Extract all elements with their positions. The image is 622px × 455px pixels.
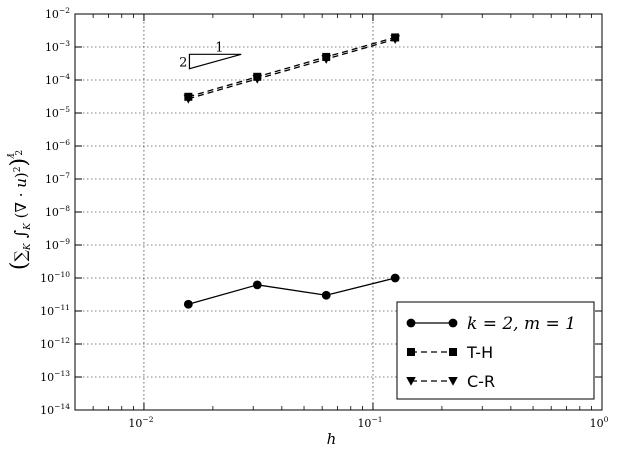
marker-triangle-down <box>183 94 194 104</box>
legend-box <box>396 301 595 400</box>
marker-circle <box>183 299 193 309</box>
x-tick-label: 10−1 <box>357 415 382 430</box>
x-tick-label: 10−2 <box>128 415 153 430</box>
tick-marks <box>74 13 603 411</box>
y-tick-label: 10−2 <box>45 6 70 21</box>
legend-item: T-H <box>407 343 493 362</box>
series-triangle-down <box>183 35 400 104</box>
slope-run-label: 1 <box>215 40 223 55</box>
y-axis-label-text: (∑K ∫K (∇ · u)2)1⁄2 <box>7 150 33 270</box>
y-tick-label: 10−11 <box>40 303 70 318</box>
y-tick-label: 10−13 <box>40 369 70 384</box>
marker-circle <box>406 318 416 328</box>
y-tick-label: 10−6 <box>45 138 70 153</box>
y-tick-label: 10−14 <box>40 402 70 417</box>
legend: k = 2, m = 1 T-H C-R <box>396 301 595 400</box>
marker-circle <box>321 290 331 300</box>
series-line <box>188 38 396 100</box>
marker-triangle-down <box>321 55 332 64</box>
marker-circle <box>448 318 458 328</box>
marker-circle <box>390 273 400 283</box>
marker-square <box>449 348 457 356</box>
legend-label: C-R <box>467 372 495 391</box>
y-tick-labels: 10−14 10−13 10−12 10−11 10−10 10−9 10−8 10−7 10−… <box>40 6 70 417</box>
x-tick-labels: 10−2 10−1 100 <box>128 415 608 430</box>
y-tick-label: 10−12 <box>40 336 70 351</box>
series-circle <box>183 273 400 309</box>
legend-item: C-R <box>406 372 495 391</box>
y-tick-label: 10−7 <box>45 171 70 186</box>
series-layer <box>183 33 400 309</box>
slope-triangle: 1 2 <box>179 40 242 71</box>
marker-square <box>407 348 415 356</box>
slope-rise-label: 2 <box>179 56 187 71</box>
marker-triangle-down <box>252 74 263 84</box>
legend-item: k = 2, m = 1 <box>406 314 576 334</box>
legend-items: k = 2, m = 1 T-H C-R <box>406 314 576 391</box>
marker-triangle-down <box>448 377 458 386</box>
y-tick-label: 10−4 <box>45 72 70 87</box>
x-axis-label: h <box>327 430 337 448</box>
x-tick-label: 100 <box>590 415 609 430</box>
y-tick-label: 10−9 <box>45 237 70 252</box>
slope-triangle-shape <box>188 53 242 70</box>
y-tick-label: 10−3 <box>45 39 70 54</box>
y-axis-label: (∑K ∫K (∇ · u)2)1⁄2 <box>7 150 33 270</box>
legend-label: k = 2, m = 1 <box>467 314 576 334</box>
marker-triangle-down <box>390 35 400 45</box>
marker-circle <box>252 280 262 290</box>
legend-label: T-H <box>466 343 493 362</box>
marker-triangle-down <box>406 377 416 386</box>
y-tick-label: 10−8 <box>45 204 70 219</box>
series-line <box>188 277 396 305</box>
y-tick-label: 10−5 <box>45 105 70 120</box>
y-tick-label: 10−10 <box>40 270 70 285</box>
series-line <box>188 36 396 98</box>
